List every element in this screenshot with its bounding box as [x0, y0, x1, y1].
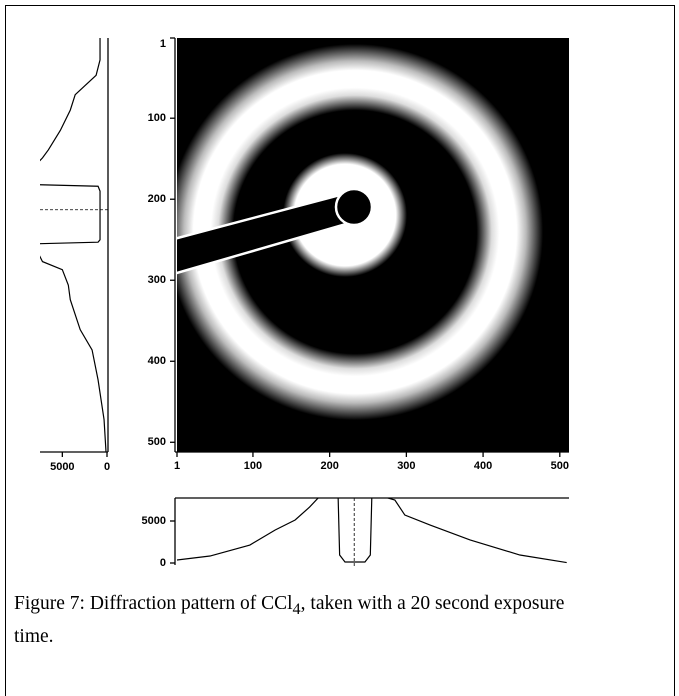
x-tick-label: 200 [320, 460, 338, 472]
x-tick-label: 5000 [50, 461, 74, 473]
profile-line [177, 496, 567, 563]
y-tick-label: 300 [148, 274, 166, 286]
x-tick-label: 400 [474, 460, 492, 472]
profile-line [36, 38, 106, 452]
page: 1 100 200 300 400 500 1 100 200 300 400 500 5000 0 0 50… [0, 0, 679, 683]
y-tick-label: 200 [148, 193, 166, 205]
diffraction-image [170, 38, 569, 452]
y-tick-label: 500 [148, 436, 166, 448]
y-tick-label: 1 [160, 38, 166, 50]
figure: 1 100 200 300 400 500 1 100 200 300 400 500 5000 0 0 50… [0, 0, 679, 683]
caption-subscript: 4 [293, 600, 301, 618]
y-tick-label: 400 [148, 355, 166, 367]
caption-text: Figure 7: Diffraction pattern of CCl [14, 593, 293, 614]
x-tick-label: 300 [397, 460, 415, 472]
x-tick-label: 1 [174, 460, 180, 472]
x-tick-label: 500 [551, 460, 569, 472]
x-tick-label: 0 [104, 461, 110, 473]
x-tick-label: 100 [244, 460, 262, 472]
y-tick-label: 100 [148, 112, 166, 124]
y-tick-label: 5000 [142, 515, 166, 527]
profile-plot [36, 38, 110, 452]
y-tick-label: 0 [160, 557, 166, 569]
caption: Figure 7: Diffraction pattern of CCl4, t… [14, 590, 574, 650]
profile-plot [177, 496, 567, 566]
